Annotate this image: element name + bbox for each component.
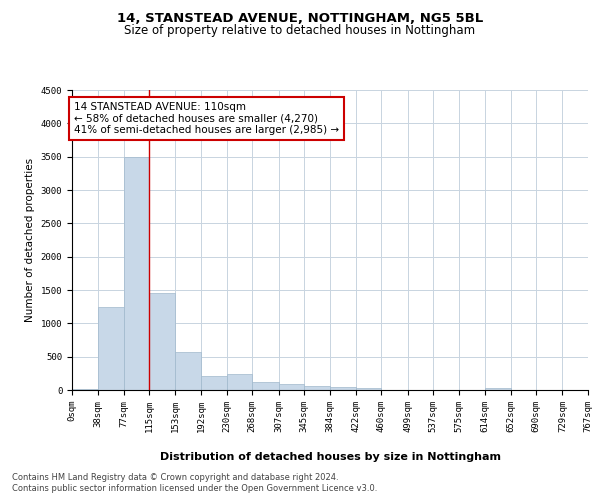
Bar — [175, 352, 201, 390]
Text: 14 STANSTEAD AVENUE: 110sqm
← 58% of detached houses are smaller (4,270)
41% of : 14 STANSTEAD AVENUE: 110sqm ← 58% of det… — [74, 102, 339, 135]
Bar — [98, 306, 124, 390]
Text: Contains HM Land Registry data © Crown copyright and database right 2024.: Contains HM Land Registry data © Crown c… — [12, 472, 338, 482]
Y-axis label: Number of detached properties: Number of detached properties — [25, 158, 35, 322]
Bar — [278, 384, 304, 390]
Bar — [124, 156, 149, 390]
Text: Contains public sector information licensed under the Open Government Licence v3: Contains public sector information licen… — [12, 484, 377, 493]
Bar — [331, 387, 356, 390]
Bar — [227, 374, 252, 390]
Bar — [201, 376, 227, 390]
Text: Size of property relative to detached houses in Nottingham: Size of property relative to detached ho… — [124, 24, 476, 37]
Bar — [149, 294, 175, 390]
Bar — [252, 382, 278, 390]
Bar — [304, 386, 331, 390]
Bar — [485, 388, 511, 390]
Bar — [356, 388, 382, 390]
Text: 14, STANSTEAD AVENUE, NOTTINGHAM, NG5 5BL: 14, STANSTEAD AVENUE, NOTTINGHAM, NG5 5B… — [117, 12, 483, 26]
Text: Distribution of detached houses by size in Nottingham: Distribution of detached houses by size … — [160, 452, 500, 462]
